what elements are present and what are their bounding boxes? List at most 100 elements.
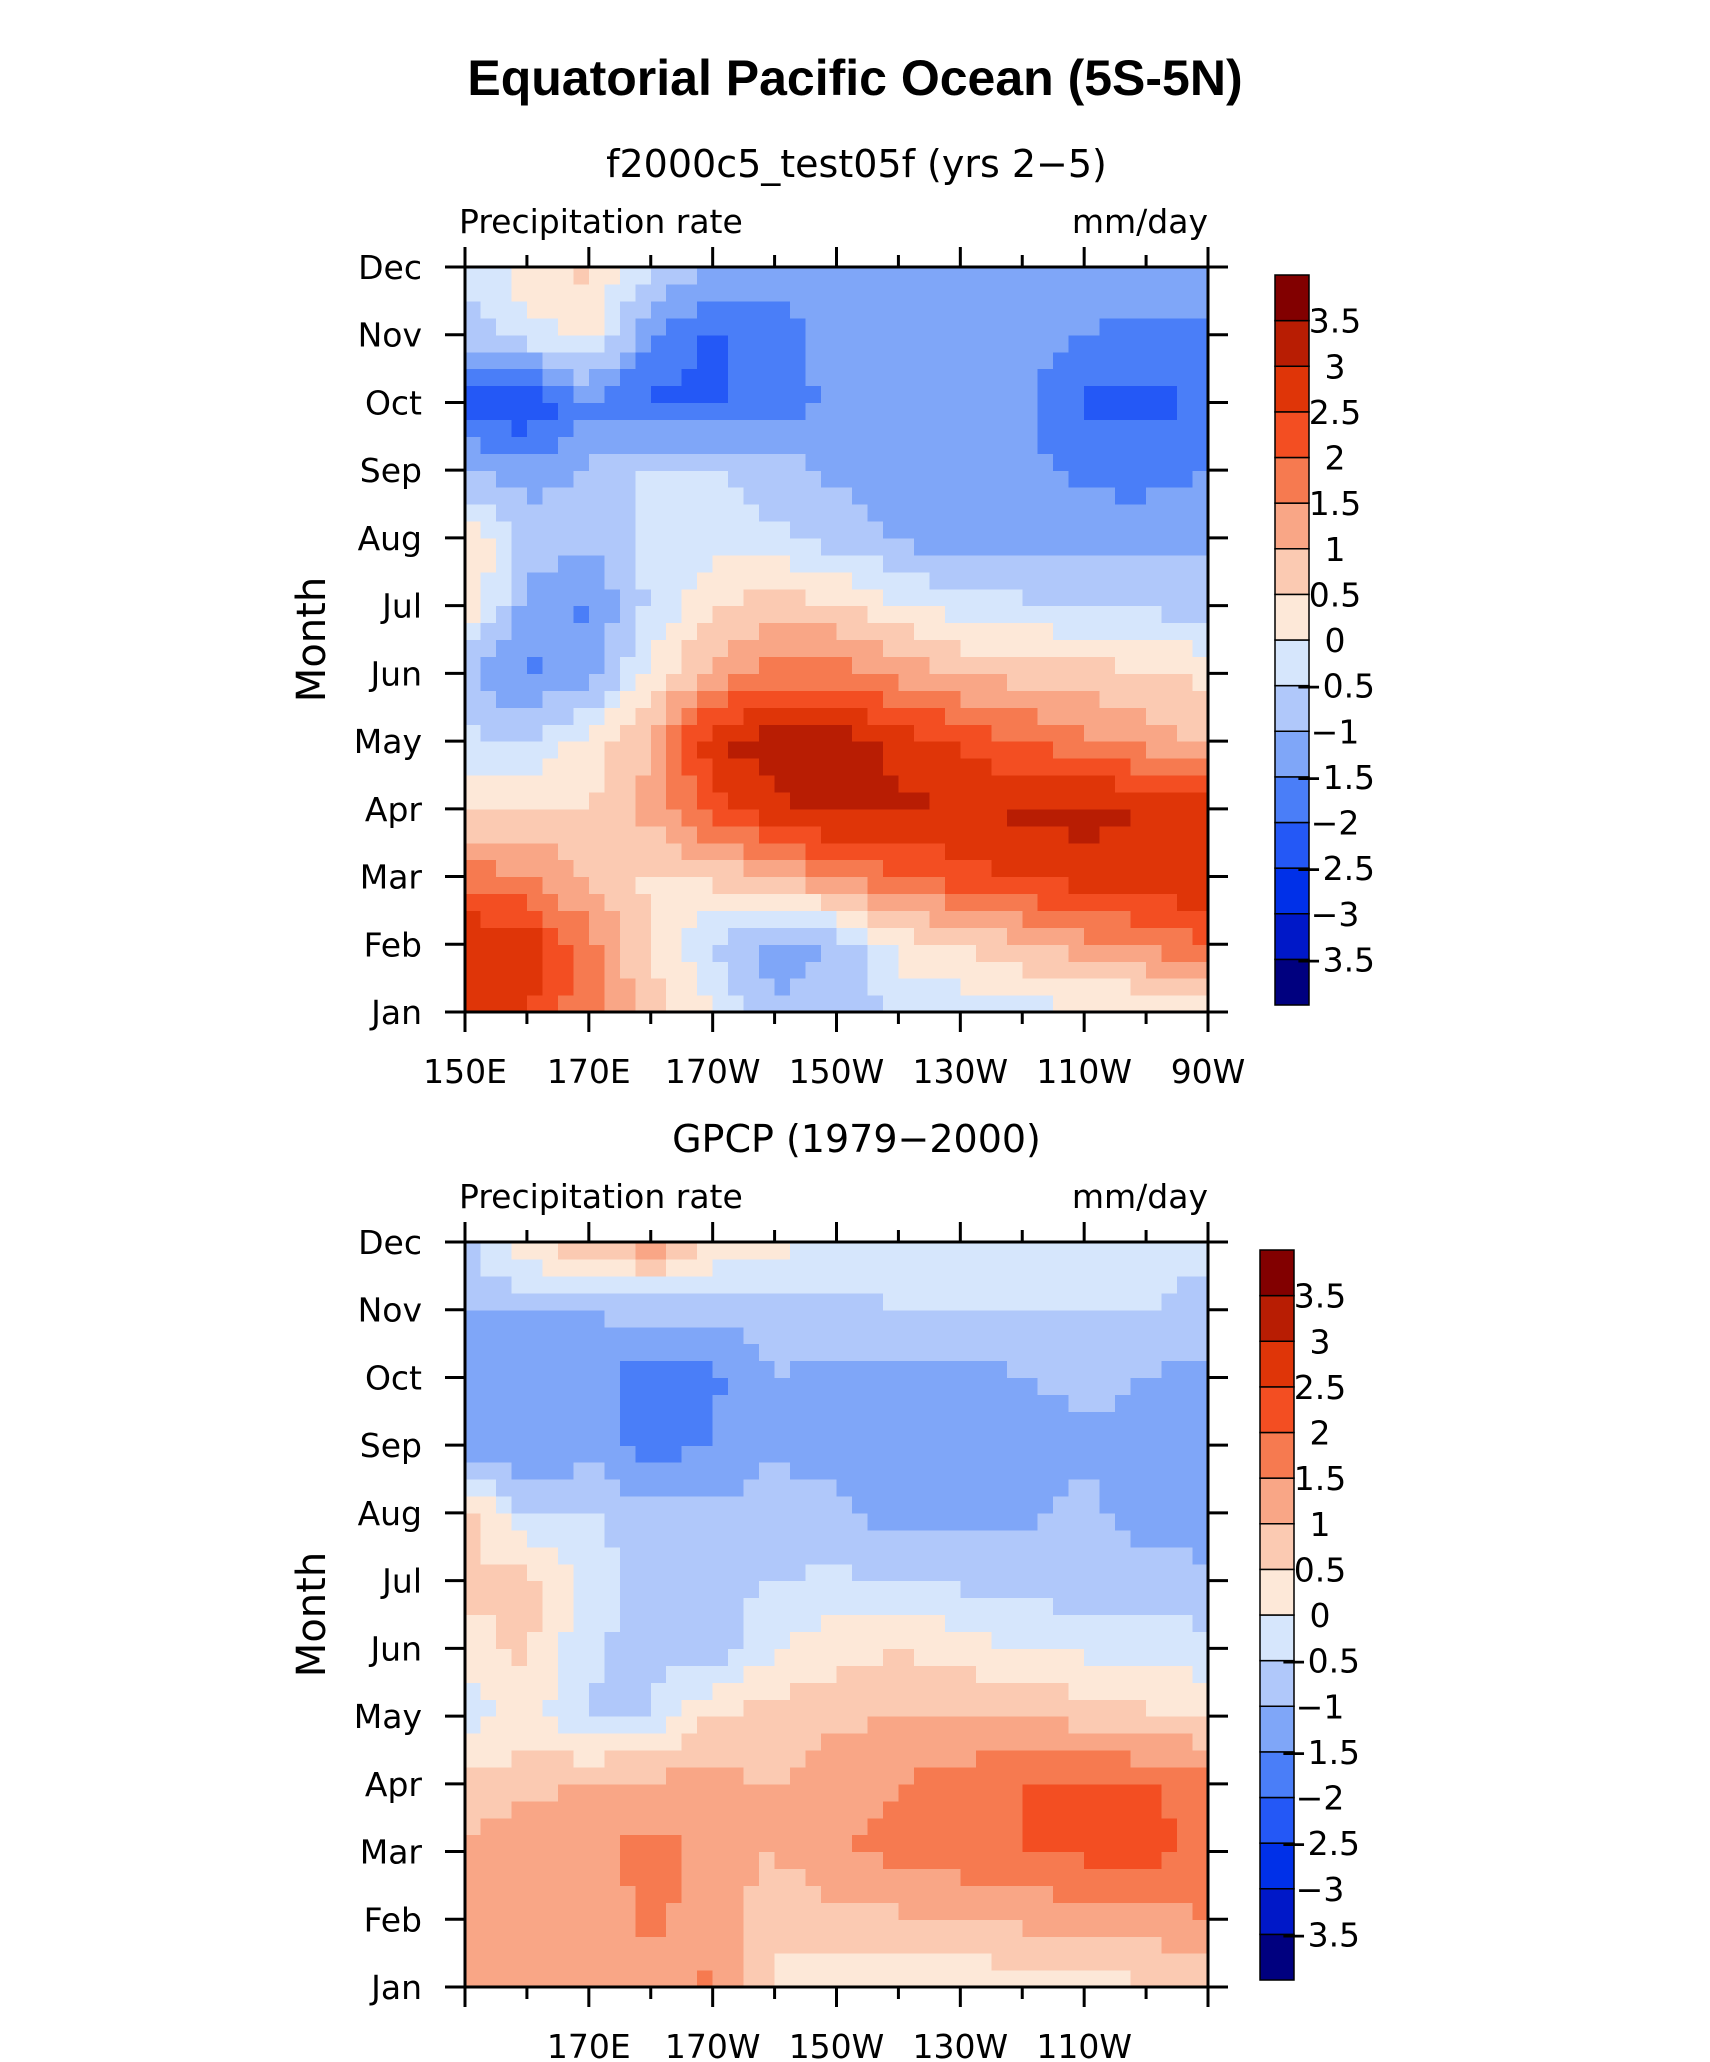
heat-cell — [913, 1682, 930, 1700]
heat-cell — [1115, 300, 1132, 319]
heat-cell — [1006, 741, 1023, 759]
heat-cell — [681, 1546, 698, 1565]
heat-cell — [681, 385, 698, 404]
heat-cell — [851, 1936, 869, 1954]
heat-cell — [1037, 537, 1054, 556]
heat-cell — [929, 453, 946, 471]
heat-cell — [821, 1970, 838, 1988]
heat-cell — [1177, 1631, 1194, 1649]
heat-cell — [851, 1462, 869, 1480]
heat-cell — [697, 791, 714, 810]
heat-cell — [1068, 1326, 1085, 1345]
heat-cell — [666, 1462, 683, 1480]
heat-cell — [898, 893, 915, 912]
heat-cell — [821, 283, 838, 302]
heat-cell — [526, 656, 543, 674]
colorbar-box — [1274, 593, 1310, 641]
heat-cell — [991, 774, 1008, 793]
heat-cell — [1084, 893, 1101, 912]
heat-cell — [1068, 825, 1085, 844]
heat-cell — [929, 1885, 946, 1903]
heat-cell — [1161, 419, 1178, 437]
heat-cell — [557, 1970, 574, 1988]
heat-cell — [511, 1682, 528, 1700]
heat-cell — [526, 825, 543, 844]
heat-cell — [573, 1682, 590, 1700]
heat-cell — [882, 876, 900, 895]
heat-cell — [944, 504, 961, 522]
heat-cell — [588, 1563, 605, 1582]
heat-cell — [1115, 1716, 1132, 1734]
heat-cell — [604, 1343, 621, 1362]
colorbar-label: 1.5 — [1294, 1459, 1346, 1498]
heat-cell — [851, 707, 869, 725]
heat-cell — [588, 639, 605, 658]
heat-cell — [1037, 1309, 1054, 1328]
heat-cell — [1053, 1512, 1070, 1531]
heat-cell — [805, 283, 822, 302]
heat-cell — [851, 1699, 869, 1717]
heat-cell — [542, 1242, 559, 1260]
heat-cell — [774, 1716, 791, 1734]
heat-cell — [1115, 1445, 1132, 1463]
heat-cell — [1053, 893, 1070, 912]
heat-cell — [743, 1749, 760, 1768]
heat-cell — [1146, 741, 1163, 759]
heat-cell — [1130, 1817, 1147, 1836]
heat-cell — [573, 402, 590, 420]
heat-cell — [542, 1462, 559, 1480]
heat-cell — [929, 622, 946, 641]
x-tick-label: 170E — [547, 2027, 631, 2062]
heat-cell — [635, 978, 652, 996]
heat-cell — [681, 774, 698, 793]
heat-cell — [1099, 1936, 1116, 1954]
heat-cell — [619, 1597, 636, 1616]
heat-cell — [960, 1326, 977, 1345]
heat-cell — [898, 1631, 915, 1649]
heat-cell — [604, 1851, 621, 1870]
heat-cell — [650, 825, 667, 844]
heat-cell — [666, 334, 683, 353]
heat-cell — [1084, 1597, 1101, 1616]
heat-cell — [650, 1783, 667, 1802]
heat-cell — [635, 385, 652, 404]
heat-cell — [619, 605, 636, 624]
heat-cell — [851, 1512, 869, 1531]
heat-cell — [836, 1614, 853, 1633]
heat-cell — [960, 995, 977, 1013]
heat-cell — [1130, 453, 1147, 471]
heat-cell — [1068, 724, 1085, 742]
heat-cell — [805, 1411, 822, 1429]
x-tick-label: 110W — [1036, 2027, 1132, 2062]
heat-cell — [743, 1716, 760, 1734]
heat-cell — [805, 1326, 822, 1345]
heat-cell — [944, 774, 961, 793]
heat-cell — [1006, 1360, 1023, 1379]
heat-cell — [1006, 758, 1023, 776]
heat-cell — [774, 402, 791, 420]
heat-cell — [929, 1851, 946, 1870]
heat-cell — [1177, 1817, 1194, 1836]
heat-cell — [526, 351, 543, 370]
heat-cell — [511, 1868, 528, 1887]
heat-cell — [1161, 1834, 1178, 1853]
heat-cell — [1006, 1733, 1023, 1751]
heat-cell — [790, 1428, 807, 1446]
heat-cell — [851, 1614, 869, 1633]
heat-cell — [944, 1851, 961, 1870]
heat-cell — [898, 1242, 915, 1260]
heat-cell — [821, 724, 838, 742]
heat-cell — [929, 690, 946, 708]
heat-cell — [743, 842, 760, 861]
heat-cell — [1146, 1614, 1163, 1633]
heat-cell — [511, 1580, 528, 1599]
heat-cell — [929, 1580, 946, 1599]
heat-cell — [929, 1936, 946, 1954]
heat-cell — [867, 1885, 884, 1903]
heat-cell — [960, 1902, 977, 1920]
heat-cell — [542, 774, 559, 793]
heat-cell — [743, 487, 760, 505]
heat-cell — [1037, 504, 1054, 522]
heat-cell — [728, 1970, 745, 1988]
heat-cell — [1053, 1343, 1070, 1362]
